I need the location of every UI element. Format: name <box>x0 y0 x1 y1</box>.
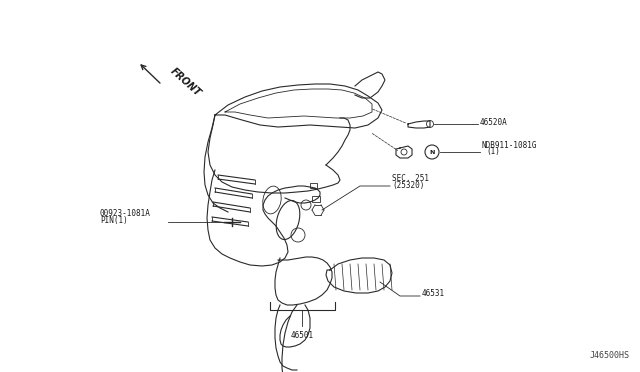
Bar <box>310 183 317 188</box>
Text: 46501: 46501 <box>291 331 314 340</box>
Text: N: N <box>429 150 435 154</box>
Text: FRONT: FRONT <box>168 66 202 98</box>
Text: 46520A: 46520A <box>480 118 508 126</box>
Text: (25320): (25320) <box>392 181 424 190</box>
Text: NDB911-1081G: NDB911-1081G <box>482 141 538 150</box>
Text: (1): (1) <box>486 147 500 156</box>
Text: J46500HS: J46500HS <box>590 351 630 360</box>
Text: 00923-1081A: 00923-1081A <box>100 209 151 218</box>
Bar <box>312 196 320 202</box>
Text: 46531: 46531 <box>422 289 445 298</box>
Text: SEC. 251: SEC. 251 <box>392 174 429 183</box>
Text: PIN(1): PIN(1) <box>100 216 128 225</box>
